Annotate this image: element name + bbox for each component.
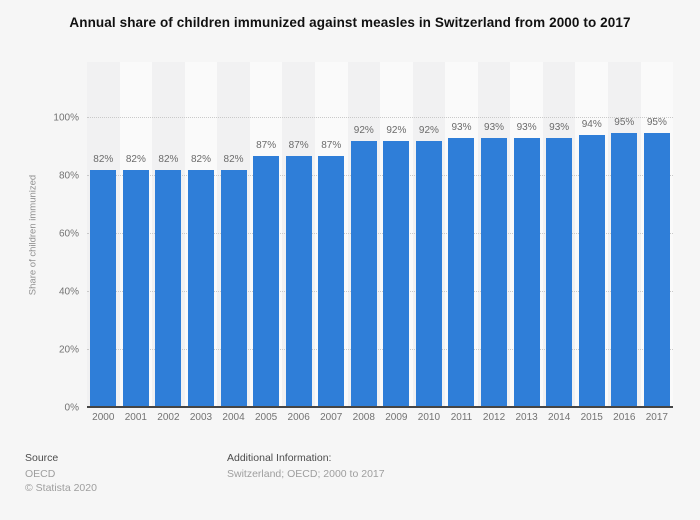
column-band-2012: 93% xyxy=(477,62,511,408)
bar-2005[interactable] xyxy=(253,155,280,408)
bar-value-label-2005: 87% xyxy=(256,139,277,151)
bar-value-label-2011: 93% xyxy=(451,122,472,134)
source-label: Source xyxy=(25,452,59,464)
x-axis-label-2002: 2002 xyxy=(157,412,180,423)
x-axis-label-2014: 2014 xyxy=(548,412,571,423)
column-band-2002: 82% xyxy=(152,62,185,408)
bar-2007[interactable] xyxy=(318,155,345,408)
x-axis-labels: 2000 2001 2002 2003 2004 2005 2006 2007 2008 2009… xyxy=(87,412,673,423)
x-axis-label-2015: 2015 xyxy=(580,412,603,423)
bar-2013[interactable] xyxy=(513,138,540,408)
bar-value-label-2002: 82% xyxy=(158,154,179,166)
x-axis-label-2004: 2004 xyxy=(222,412,245,423)
column-band-2016: 95% xyxy=(608,62,641,408)
gridline-100 xyxy=(87,117,673,118)
gridline-40 xyxy=(87,291,673,292)
column-band-2011: 93% xyxy=(445,62,478,408)
x-axis-line xyxy=(87,406,673,408)
copyright-notice: © Statista 2020 xyxy=(25,482,97,494)
plot-area: 82% 82% 82% 82% 82% 87% 87% 87% 92% 92% 92% 93% 93% 9… xyxy=(87,62,674,408)
x-axis-label-2011: 2011 xyxy=(450,412,473,423)
x-axis-label-2007: 2007 xyxy=(320,412,343,423)
bar-2002[interactable] xyxy=(155,170,182,408)
y-tick-label-20: 20% xyxy=(58,344,79,356)
bar-2015[interactable] xyxy=(578,135,605,408)
x-axis-label-2003: 2003 xyxy=(189,412,213,423)
y-tick-label-60: 60% xyxy=(58,228,79,240)
bar-2012[interactable] xyxy=(481,138,508,408)
bar-value-label-2008: 92% xyxy=(353,125,374,137)
bar-value-label-2000: 82% xyxy=(93,154,114,166)
column-band-2001: 82% xyxy=(119,62,153,408)
column-band-2015: 94% xyxy=(575,62,608,408)
y-tick-label-80: 80% xyxy=(58,170,79,182)
bar-2001[interactable] xyxy=(122,170,149,408)
bar-value-label-2007: 87% xyxy=(321,139,342,151)
bar-2004[interactable] xyxy=(220,170,247,408)
bar-2017[interactable] xyxy=(643,132,670,408)
bar-2011[interactable] xyxy=(448,138,475,408)
column-band-2005: 87% xyxy=(249,62,283,408)
x-axis-label-2009: 2009 xyxy=(385,412,408,423)
x-axis-label-2005: 2005 xyxy=(254,412,278,423)
column-band-2004: 82% xyxy=(217,62,250,408)
bar-2006[interactable] xyxy=(285,155,312,408)
additional-info-value: Switzerland; OECD; 2000 to 2017 xyxy=(227,468,385,480)
column-band-2000: 82% xyxy=(87,62,120,408)
bar-2008[interactable] xyxy=(350,141,377,408)
additional-info-block: Additional Information: Switzerland; OEC… xyxy=(227,452,385,481)
x-axis-label-2016: 2016 xyxy=(613,412,636,423)
bar-2016[interactable] xyxy=(611,132,638,408)
x-axis-label-2008: 2008 xyxy=(352,412,375,423)
y-axis-ticks: 0% 20% 40% 60% 80% 100% xyxy=(15,62,79,414)
x-axis-label-2001: 2001 xyxy=(124,412,147,423)
bar-value-label-2001: 82% xyxy=(125,154,146,166)
column-band-2003: 82% xyxy=(184,62,218,408)
gridline-80 xyxy=(87,175,673,176)
y-tick-label-0: 0% xyxy=(64,402,79,414)
bar-value-label-2009: 92% xyxy=(386,125,407,137)
column-band-2006: 87% xyxy=(282,62,315,408)
column-band-2014: 93% xyxy=(542,62,576,408)
source-value: OECD xyxy=(25,468,56,480)
bar-2003[interactable] xyxy=(187,170,214,408)
column-band-2008: 92% xyxy=(347,62,381,408)
bar-value-label-2010: 92% xyxy=(418,125,439,137)
bar-2014[interactable] xyxy=(546,138,573,408)
bar-2010[interactable] xyxy=(415,141,442,408)
chart-region: Share of children immunized 0% 20% 40% 60% 8… xyxy=(15,62,674,423)
x-axis-label-2012: 2012 xyxy=(482,412,506,423)
additional-info-label: Additional Information: xyxy=(227,452,332,464)
x-axis-label-2006: 2006 xyxy=(287,412,310,423)
bar-2009[interactable] xyxy=(383,141,410,408)
y-tick-label-40: 40% xyxy=(58,286,79,298)
chart-title: Annual share of children immunized again… xyxy=(69,15,631,30)
x-axis-label-2017: 2017 xyxy=(645,412,668,423)
x-axis-label-2010: 2010 xyxy=(417,412,441,423)
bar-value-label-2004: 82% xyxy=(223,154,244,166)
bar-value-label-2016: 95% xyxy=(614,116,635,128)
x-axis-label-2013: 2013 xyxy=(515,412,538,423)
bar-value-label-2012: 93% xyxy=(484,122,505,134)
source-block: Source OECD © Statista 2020 xyxy=(25,452,97,495)
y-tick-label-100: 100% xyxy=(53,112,79,124)
bar-value-label-2003: 82% xyxy=(190,154,211,166)
column-band-2010: 92% xyxy=(412,62,446,408)
gridline-60 xyxy=(87,233,673,234)
bar-2000[interactable] xyxy=(90,170,117,408)
gridline-20 xyxy=(87,349,673,350)
column-band-2013: 93% xyxy=(510,62,543,408)
column-band-2009: 92% xyxy=(380,62,413,408)
bar-value-label-2014: 93% xyxy=(549,122,570,134)
x-axis-label-2000: 2000 xyxy=(92,412,115,423)
column-band-2007: 87% xyxy=(314,62,348,408)
bar-value-label-2006: 87% xyxy=(288,139,309,151)
column-band-2017: 95% xyxy=(640,62,674,408)
bar-value-label-2017: 95% xyxy=(646,116,667,128)
bar-value-label-2015: 94% xyxy=(581,119,602,131)
bar-value-label-2013: 93% xyxy=(516,122,537,134)
